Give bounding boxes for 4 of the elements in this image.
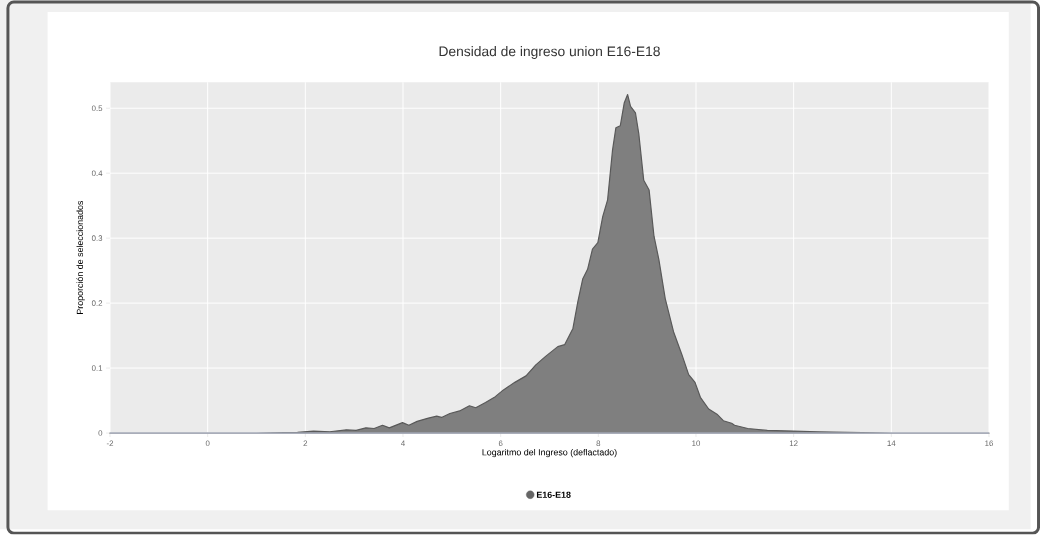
chart-title: Densidad de ingreso union E16-E18 bbox=[439, 46, 660, 60]
y-axis-title: Proporción de seleccionados bbox=[76, 201, 85, 315]
x-axis-title: Logaritmo del Ingreso (deflactado) bbox=[482, 449, 617, 458]
text: E16-E18 bbox=[536, 491, 571, 499]
